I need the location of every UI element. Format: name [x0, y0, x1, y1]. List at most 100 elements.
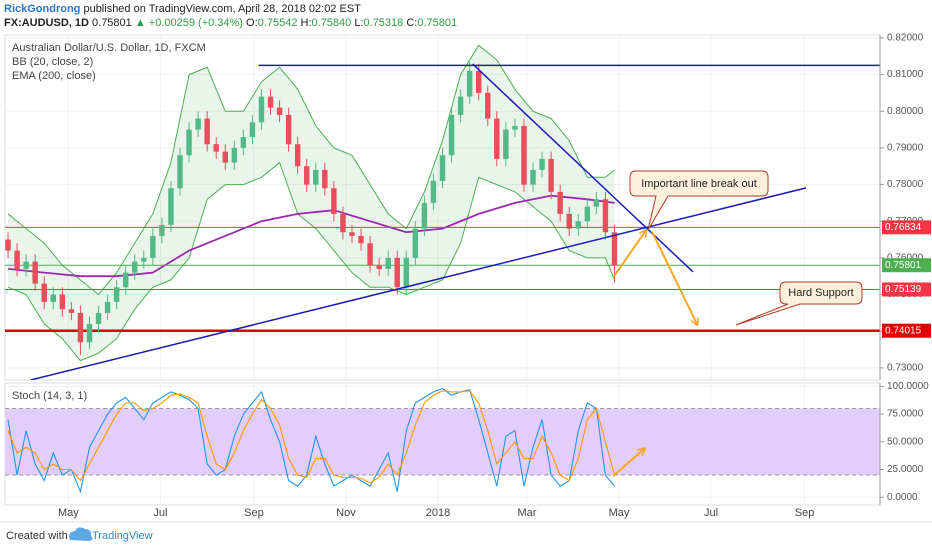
- x-tick-label: Nov: [336, 507, 356, 519]
- candle-body: [376, 265, 382, 269]
- ohlc-value: 0.75801: [417, 17, 458, 29]
- price-label-box: [882, 323, 931, 338]
- candle-body: [50, 294, 56, 302]
- logo: [69, 527, 93, 541]
- candle-body: [313, 169, 319, 185]
- candle-body: [557, 191, 563, 214]
- candle-body: [113, 287, 120, 302]
- y-tick-label: 0.73000: [887, 363, 924, 374]
- candle-body: [512, 125, 518, 130]
- x-tick-label: Sep: [795, 507, 815, 519]
- y-tick-label: 50.0000: [887, 436, 924, 447]
- trend-line: [472, 63, 694, 273]
- ohlc-value: 0.75318: [363, 17, 404, 29]
- candle-body: [403, 257, 410, 288]
- x-tick-label: Jul: [153, 507, 167, 519]
- axes: 0.730000.740000.750000.760000.770000.780…: [58, 33, 931, 519]
- candle-body: [421, 202, 428, 229]
- band-upper: [7, 44, 615, 296]
- y-tick-label: 0.80000: [887, 106, 924, 117]
- candle-body: [104, 301, 111, 313]
- y-tick-label: 75.0000: [887, 409, 924, 420]
- x-tick-label: Jul: [704, 507, 718, 519]
- candle-body: [150, 235, 156, 258]
- candle-body: [231, 147, 238, 163]
- ohlc: O:0.75542 H:0.75840 L:0.75318 C:0.75801: [246, 17, 457, 29]
- callouts: Important line break out Hard Support: [629, 170, 863, 326]
- candle-body: [566, 213, 572, 229]
- candle-body: [122, 272, 129, 288]
- band-fill: [8, 45, 615, 361]
- trend-line: [30, 187, 807, 380]
- legend-entry: BB (20, close, 2): [12, 56, 93, 68]
- candle-body: [304, 166, 310, 185]
- band-lower: [7, 161, 615, 362]
- price-label-box: [882, 282, 931, 297]
- footer-text: Created with: [6, 530, 68, 542]
- callout-text: Hard Support: [788, 287, 853, 299]
- candle-body: [168, 188, 174, 225]
- stoch-pane: [5, 383, 880, 505]
- candle-body: [475, 70, 482, 93]
- stoch-line: [7, 387, 615, 494]
- ohlc-key: C:: [406, 17, 418, 29]
- arrow: [612, 448, 645, 477]
- price-label-box: [882, 258, 931, 273]
- ohlc-key: O:: [246, 17, 258, 29]
- candle-body: [457, 96, 464, 115]
- y-tick-label: 0.79000: [887, 143, 924, 154]
- candle-body: [195, 118, 201, 130]
- candle-body: [494, 118, 500, 159]
- x-tick-label: May: [58, 507, 79, 519]
- last: 0.75801: [92, 17, 132, 29]
- y-tick-label: 0.82000: [887, 33, 924, 44]
- price-label: 0.76834: [885, 222, 922, 233]
- candle-body: [294, 144, 301, 167]
- candle-body: [430, 180, 437, 203]
- y-tick-label: 25.0000: [887, 464, 924, 475]
- candle-body: [204, 118, 210, 145]
- callout-box: [629, 170, 769, 231]
- ohlc-key: H:: [300, 17, 312, 29]
- candle-body: [32, 261, 38, 284]
- candle-body: [584, 206, 591, 222]
- candle-body: [503, 129, 509, 159]
- candle-body: [439, 155, 446, 181]
- chart-title: Stoch (14, 3, 1): [12, 390, 87, 402]
- price-label: 0.75139: [885, 284, 922, 295]
- ohlc-value: 0.75542: [257, 17, 298, 29]
- footer-brand[interactable]: TradingView: [92, 530, 153, 542]
- candle-body: [267, 96, 274, 108]
- price-label: 0.75801: [885, 260, 922, 271]
- candle-body: [249, 122, 256, 137]
- x-tick-label: May: [609, 507, 630, 519]
- candle-body: [86, 323, 93, 343]
- candle-body: [285, 114, 292, 145]
- candle-body: [602, 199, 609, 233]
- y-tick-label: 0.76000: [887, 253, 924, 264]
- candle-body: [159, 224, 165, 236]
- callout-box: [735, 281, 863, 326]
- candle-body: [539, 158, 545, 170]
- candle-body: [340, 213, 346, 233]
- candle-body: [412, 228, 419, 258]
- stoch-line: [7, 390, 616, 484]
- candle-body: [485, 92, 491, 119]
- candle-body: [358, 235, 364, 244]
- published: published on TradingView.com, April 28, …: [83, 3, 361, 15]
- candle-body: [367, 243, 373, 266]
- ohlc-key: L:: [354, 17, 364, 29]
- arrow: [612, 230, 646, 279]
- candle-body: [593, 199, 600, 207]
- candle-body: [258, 96, 265, 123]
- header: RickGondrong published on TradingView.co…: [4, 2, 457, 30]
- candle-body: [68, 309, 75, 313]
- symbol: FX:AUDUSD, 1D: [4, 17, 89, 29]
- candle-body: [394, 257, 400, 288]
- candle-body: [276, 107, 283, 115]
- header-line: RickGondrong published on TradingView.co…: [4, 2, 457, 16]
- candle-body: [466, 70, 473, 97]
- y-tick-label: 0.0000: [887, 492, 918, 503]
- author[interactable]: RickGondrong: [4, 3, 81, 15]
